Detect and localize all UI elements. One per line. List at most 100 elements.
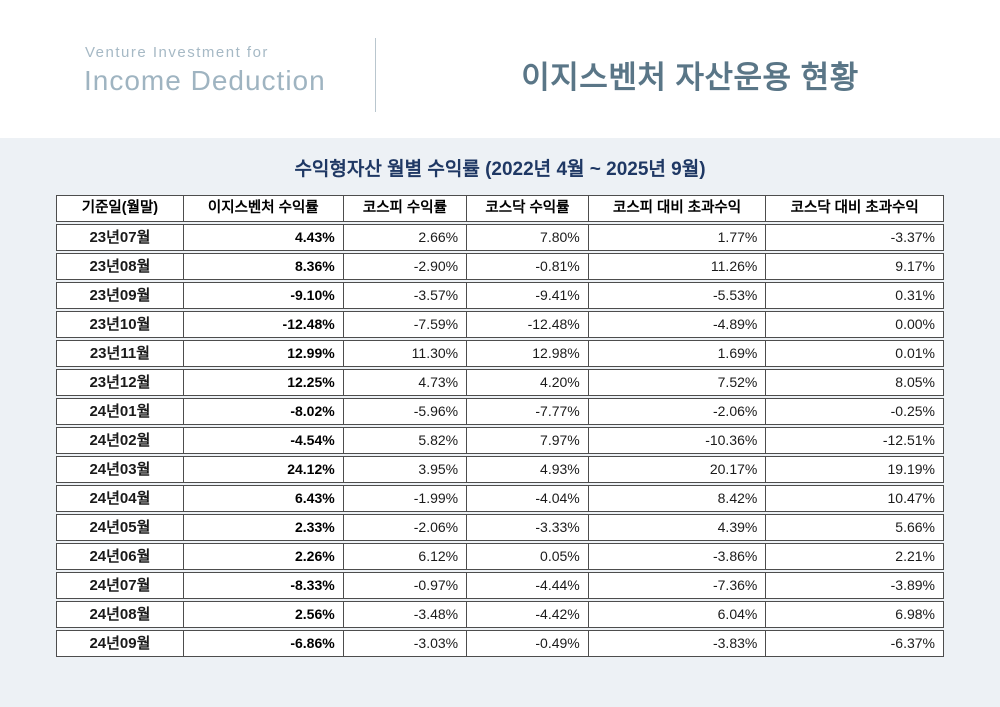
table-row: 23년12월 12.25% 4.73% 4.20% 7.52% 8.05% bbox=[56, 369, 944, 396]
cell-value: 19.19% bbox=[766, 456, 944, 483]
table-row: 23년09월 -9.10% -3.57% -9.41% -5.53% 0.31% bbox=[56, 282, 944, 309]
table-row: 24년01월 -8.02% -5.96% -7.77% -2.06% -0.25% bbox=[56, 398, 944, 425]
cell-month: 23년07월 bbox=[56, 224, 184, 251]
table-row: 23년08월 8.36% -2.90% -0.81% 11.26% 9.17% bbox=[56, 253, 944, 280]
cell-value: -0.97% bbox=[343, 572, 468, 599]
page-title: 이지스벤처 자산운용 현황 bbox=[521, 60, 859, 95]
table-row: 24년03월 24.12% 3.95% 4.93% 20.17% 19.19% bbox=[56, 456, 944, 483]
cell-value: 3.95% bbox=[343, 456, 468, 483]
cell-value: -6.86% bbox=[183, 630, 344, 657]
header-divider bbox=[375, 38, 376, 112]
cell-value: 24.12% bbox=[183, 456, 344, 483]
cell-value: 12.25% bbox=[183, 369, 344, 396]
cell-value: 7.52% bbox=[588, 369, 767, 396]
cell-value: -0.25% bbox=[766, 398, 944, 425]
cell-value: -7.36% bbox=[588, 572, 767, 599]
cell-value: -7.59% bbox=[343, 311, 468, 338]
cell-value: -8.33% bbox=[183, 572, 344, 599]
section-subtitle: 수익형자산 월별 수익률 (2022년 4월 ~ 2025년 9월) bbox=[294, 159, 706, 180]
cell-value: 4.73% bbox=[343, 369, 468, 396]
brand-tagline: Venture Investment for bbox=[85, 44, 269, 61]
cell-value: 12.98% bbox=[467, 340, 589, 367]
monthly-returns-table: 기준일(월말) 이지스벤처 수익률 코스피 수익률 코스닥 수익률 코스피 대비… bbox=[56, 193, 944, 659]
cell-month: 24년01월 bbox=[56, 398, 184, 425]
cell-value: 5.66% bbox=[766, 514, 944, 541]
table-header-row: 기준일(월말) 이지스벤처 수익률 코스피 수익률 코스닥 수익률 코스피 대비… bbox=[56, 195, 944, 222]
cell-value: -4.42% bbox=[467, 601, 589, 628]
cell-value: 2.56% bbox=[183, 601, 344, 628]
cell-value: 4.39% bbox=[588, 514, 767, 541]
cell-value: 5.82% bbox=[343, 427, 468, 454]
cell-value: 10.47% bbox=[766, 485, 944, 512]
column-header-excess-vs-kospi: 코스피 대비 초과수익 bbox=[588, 195, 767, 222]
cell-value: -4.54% bbox=[183, 427, 344, 454]
column-header-kospi-return: 코스피 수익률 bbox=[343, 195, 468, 222]
cell-value: 12.99% bbox=[183, 340, 344, 367]
cell-month: 24년09월 bbox=[56, 630, 184, 657]
cell-value: 8.05% bbox=[766, 369, 944, 396]
cell-value: -0.49% bbox=[467, 630, 589, 657]
table-row: 24년04월 6.43% -1.99% -4.04% 8.42% 10.47% bbox=[56, 485, 944, 512]
table-row: 23년07월 4.43% 2.66% 7.80% 1.77% -3.37% bbox=[56, 224, 944, 251]
cell-value: -7.77% bbox=[467, 398, 589, 425]
cell-value: 2.26% bbox=[183, 543, 344, 570]
cell-value: 2.33% bbox=[183, 514, 344, 541]
table-row: 23년10월 -12.48% -7.59% -12.48% -4.89% 0.00% bbox=[56, 311, 944, 338]
table-row: 24년02월 -4.54% 5.82% 7.97% -10.36% -12.51% bbox=[56, 427, 944, 454]
cell-value: -12.51% bbox=[766, 427, 944, 454]
cell-value: 8.36% bbox=[183, 253, 344, 280]
cell-month: 24년05월 bbox=[56, 514, 184, 541]
column-header-igis-return: 이지스벤처 수익률 bbox=[183, 195, 344, 222]
table-row: 24년07월 -8.33% -0.97% -4.44% -7.36% -3.89% bbox=[56, 572, 944, 599]
cell-value: -0.81% bbox=[467, 253, 589, 280]
cell-value: -3.57% bbox=[343, 282, 468, 309]
column-header-excess-vs-kosdaq: 코스닥 대비 초과수익 bbox=[766, 195, 944, 222]
cell-value: 11.26% bbox=[588, 253, 767, 280]
cell-value: 6.98% bbox=[766, 601, 944, 628]
table-row: 24년09월 -6.86% -3.03% -0.49% -3.83% -6.37% bbox=[56, 630, 944, 657]
cell-value: -3.83% bbox=[588, 630, 767, 657]
cell-value: 6.12% bbox=[343, 543, 468, 570]
cell-value: -9.41% bbox=[467, 282, 589, 309]
cell-value: 20.17% bbox=[588, 456, 767, 483]
cell-month: 24년04월 bbox=[56, 485, 184, 512]
cell-value: -3.03% bbox=[343, 630, 468, 657]
cell-value: -12.48% bbox=[467, 311, 589, 338]
cell-value: -3.33% bbox=[467, 514, 589, 541]
cell-month: 23년11월 bbox=[56, 340, 184, 367]
table-body: 23년07월 4.43% 2.66% 7.80% 1.77% -3.37% 23년08월 8.… bbox=[56, 224, 944, 657]
cell-value: 6.04% bbox=[588, 601, 767, 628]
returns-table-wrapper: 기준일(월말) 이지스벤처 수익률 코스피 수익률 코스닥 수익률 코스피 대비… bbox=[56, 193, 944, 659]
cell-value: 9.17% bbox=[766, 253, 944, 280]
cell-value: 2.21% bbox=[766, 543, 944, 570]
cell-value: 7.97% bbox=[467, 427, 589, 454]
cell-value: -5.53% bbox=[588, 282, 767, 309]
table-row: 24년05월 2.33% -2.06% -3.33% 4.39% 5.66% bbox=[56, 514, 944, 541]
cell-value: -4.04% bbox=[467, 485, 589, 512]
cell-value: -3.48% bbox=[343, 601, 468, 628]
cell-value: 0.00% bbox=[766, 311, 944, 338]
cell-value: 8.42% bbox=[588, 485, 767, 512]
column-header-base-date: 기준일(월말) bbox=[56, 195, 184, 222]
brand-block: Venture Investment for Income Deduction bbox=[84, 44, 326, 97]
table-row: 24년06월 2.26% 6.12% 0.05% -3.86% 2.21% bbox=[56, 543, 944, 570]
cell-month: 23년09월 bbox=[56, 282, 184, 309]
cell-value: -4.89% bbox=[588, 311, 767, 338]
cell-value: -10.36% bbox=[588, 427, 767, 454]
cell-value: -3.86% bbox=[588, 543, 767, 570]
cell-value: -12.48% bbox=[183, 311, 344, 338]
cell-value: -9.10% bbox=[183, 282, 344, 309]
cell-value: 2.66% bbox=[343, 224, 468, 251]
cell-value: 0.05% bbox=[467, 543, 589, 570]
cell-value: -8.02% bbox=[183, 398, 344, 425]
cell-month: 23년12월 bbox=[56, 369, 184, 396]
table-row: 23년11월 12.99% 11.30% 12.98% 1.69% 0.01% bbox=[56, 340, 944, 367]
cell-value: 4.20% bbox=[467, 369, 589, 396]
cell-value: 0.01% bbox=[766, 340, 944, 367]
cell-month: 23년10월 bbox=[56, 311, 184, 338]
cell-value: -6.37% bbox=[766, 630, 944, 657]
column-header-kosdaq-return: 코스닥 수익률 bbox=[467, 195, 589, 222]
cell-month: 23년08월 bbox=[56, 253, 184, 280]
cell-value: -3.89% bbox=[766, 572, 944, 599]
cell-value: 4.93% bbox=[467, 456, 589, 483]
